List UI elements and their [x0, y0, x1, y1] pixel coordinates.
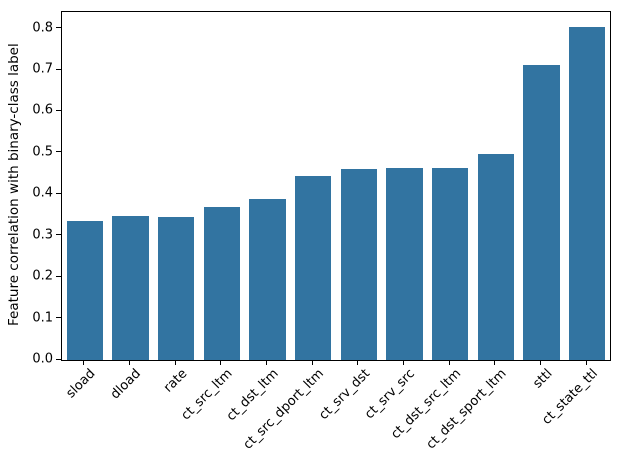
bar-ct_dst_src_ltm [431, 168, 469, 360]
bar-rate [157, 216, 195, 360]
bar-sttl [523, 65, 560, 360]
y-tick-mark [56, 109, 61, 111]
bar-ct_src_ltm [203, 206, 241, 360]
bar-ct_srv_src [386, 168, 423, 360]
x-tick-label: ct_src_dport_ltm [240, 366, 328, 453]
y-tick-label: 0.8 [32, 20, 53, 36]
x-tick-label: sload [63, 366, 99, 402]
x-tick-mark [83, 360, 85, 365]
bar-ct_state_ttl [568, 27, 606, 360]
y-tick-mark [56, 192, 61, 194]
y-tick-label: 0.6 [32, 102, 53, 118]
y-tick-mark [56, 317, 61, 319]
y-tick-mark [56, 234, 61, 236]
bar-ct_srv_dst [340, 169, 378, 360]
y-tick-label: 0.3 [32, 227, 53, 243]
y-tick-mark [56, 68, 61, 70]
x-tick-label: ct_dst_sport_ltm [423, 366, 510, 453]
x-tick-label: sttl [530, 366, 556, 392]
bar-sload [66, 221, 104, 360]
x-tick-mark [403, 360, 404, 365]
x-tick-mark [494, 360, 496, 365]
x-tick-mark [311, 360, 313, 365]
bar-dload [112, 216, 149, 360]
y-tick-label: 0.1 [32, 310, 53, 326]
y-tick-label: 0.5 [32, 144, 53, 160]
x-tick-mark [129, 360, 130, 365]
y-tick-mark [56, 151, 61, 153]
x-tick-mark [220, 360, 222, 365]
x-tick-label: dload [108, 366, 145, 403]
plot-area [61, 11, 611, 361]
x-tick-mark [357, 360, 359, 365]
y-tick-label: 0.0 [32, 351, 53, 367]
bar-ct_src_dport_ltm [294, 175, 332, 360]
x-tick-mark [540, 360, 541, 365]
y-tick-mark [56, 275, 61, 277]
y-tick-label: 0.2 [32, 268, 53, 284]
x-tick-mark [266, 360, 267, 365]
y-tick-mark [56, 358, 61, 360]
x-tick-mark [585, 360, 587, 365]
x-tick-mark [174, 360, 176, 365]
x-tick-mark [448, 360, 450, 365]
x-tick-label: rate [160, 366, 191, 396]
y-tick-mark [56, 27, 61, 29]
y-tick-label: 0.4 [32, 185, 53, 201]
y-tick-label: 0.7 [32, 61, 53, 77]
bar-ct_dst_sport_ltm [477, 154, 515, 360]
bar-ct_dst_ltm [249, 199, 286, 360]
